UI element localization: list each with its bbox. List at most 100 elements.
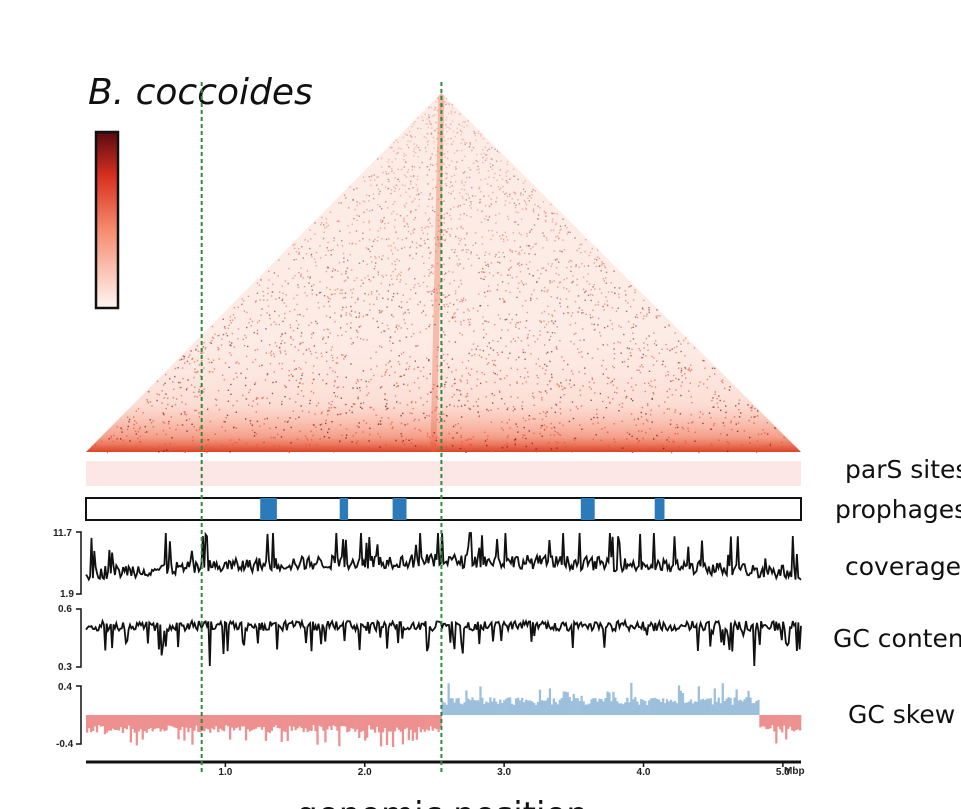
heatmap-cell [379, 386, 382, 389]
gc-skew-bar [701, 698, 704, 715]
heatmap-cell [427, 205, 429, 208]
heatmap-cell [556, 235, 559, 237]
heatmap-cell [293, 360, 295, 362]
heatmap-cell [292, 277, 294, 279]
heatmap-cell [562, 312, 565, 315]
heatmap-cell [435, 186, 437, 188]
heatmap-cell [611, 328, 614, 330]
gc-skew-bar [298, 715, 301, 727]
heatmap-cell [507, 274, 509, 276]
heatmap-cell [334, 407, 337, 409]
heatmap-cell [543, 320, 545, 322]
heatmap-cell [436, 150, 439, 153]
heatmap-cell [300, 368, 302, 370]
heatmap-cell [435, 154, 437, 156]
heatmap-cell [461, 149, 463, 152]
heatmap-cell [519, 376, 522, 378]
heatmap-cell [553, 434, 555, 436]
heatmap-cell [461, 180, 463, 182]
heatmap-cell [645, 450, 647, 452]
heatmap-cell [296, 438, 299, 441]
heatmap-cell [636, 316, 639, 319]
heatmap-cell [585, 313, 587, 315]
heatmap-cell [315, 426, 317, 428]
heatmap-cell [411, 166, 414, 168]
heatmap-cell [677, 340, 680, 342]
heatmap-cell [460, 323, 462, 326]
heatmap-cell [432, 209, 434, 212]
heatmap-cell [331, 293, 334, 295]
heatmap-cell [428, 226, 430, 228]
heatmap-cell [396, 382, 398, 384]
heatmap-cell [725, 405, 727, 407]
heatmap-cell [690, 414, 692, 416]
heatmap-cell [547, 263, 550, 265]
heatmap-cell [621, 361, 624, 363]
heatmap-cell [256, 332, 259, 335]
heatmap-cell [193, 391, 195, 393]
gc-skew-bar [751, 703, 754, 715]
heatmap-cell [545, 220, 547, 223]
heatmap-cell [550, 296, 553, 298]
heatmap-cell [214, 398, 217, 400]
heatmap-cell [448, 270, 450, 273]
heatmap-cell [445, 143, 448, 145]
heatmap-cell [254, 383, 256, 385]
heatmap-cell [464, 244, 467, 246]
gc-skew-bar [594, 698, 597, 715]
heatmap-cell [356, 379, 359, 381]
heatmap-cell [445, 166, 448, 169]
heatmap-cell [562, 368, 564, 371]
heatmap-cell [624, 390, 626, 392]
heatmap-cell [171, 448, 173, 451]
heatmap-cell [369, 228, 371, 231]
gc-skew-bar [173, 715, 176, 728]
heatmap-cell [368, 176, 370, 178]
heatmap-cell [436, 128, 438, 130]
heatmap-cell [467, 400, 469, 402]
heatmap-cell [538, 277, 540, 279]
heatmap-cell [366, 208, 368, 211]
heatmap-cell [526, 235, 528, 237]
heatmap-cell [530, 299, 532, 301]
heatmap-cell [569, 379, 571, 381]
gc-skew-bar [139, 715, 142, 730]
heatmap-cell [365, 247, 368, 249]
heatmap-cell [555, 404, 558, 406]
gc-skew-bar [511, 703, 514, 715]
heatmap-cell [648, 370, 651, 372]
heatmap-cell [508, 419, 511, 421]
heatmap-cell [297, 386, 299, 388]
heatmap-cell [375, 414, 377, 416]
heatmap-cell [386, 408, 388, 410]
heatmap-cell [497, 261, 499, 263]
heatmap-cell [349, 254, 351, 256]
heatmap-cell [274, 342, 277, 344]
heatmap-cell [666, 348, 668, 350]
heatmap-cell [555, 267, 558, 269]
heatmap-cell [405, 202, 408, 204]
heatmap-cell [456, 127, 458, 129]
heatmap-cell [336, 357, 338, 359]
heatmap-cell [575, 264, 577, 266]
heatmap-cell [692, 421, 694, 423]
heatmap-cell [632, 399, 634, 402]
heatmap-cell [162, 412, 164, 414]
heatmap-cell [535, 363, 537, 365]
gc-skew-bar [260, 715, 264, 730]
heatmap-cell [664, 401, 666, 403]
heatmap-cell [274, 310, 276, 313]
heatmap-cell [449, 208, 452, 210]
heatmap-cell [607, 291, 610, 293]
heatmap-cell [480, 133, 482, 135]
heatmap-cell [470, 368, 473, 370]
gc-skew-bar [165, 715, 168, 731]
heatmap-cell [217, 335, 219, 337]
gc-skew-bar [147, 715, 150, 729]
heatmap-cell [250, 422, 252, 425]
heatmap-cell [309, 350, 312, 352]
heatmap-cell [501, 447, 504, 449]
heatmap-cell [550, 335, 552, 338]
heatmap-cell [450, 137, 452, 140]
heatmap-cell [525, 445, 527, 448]
